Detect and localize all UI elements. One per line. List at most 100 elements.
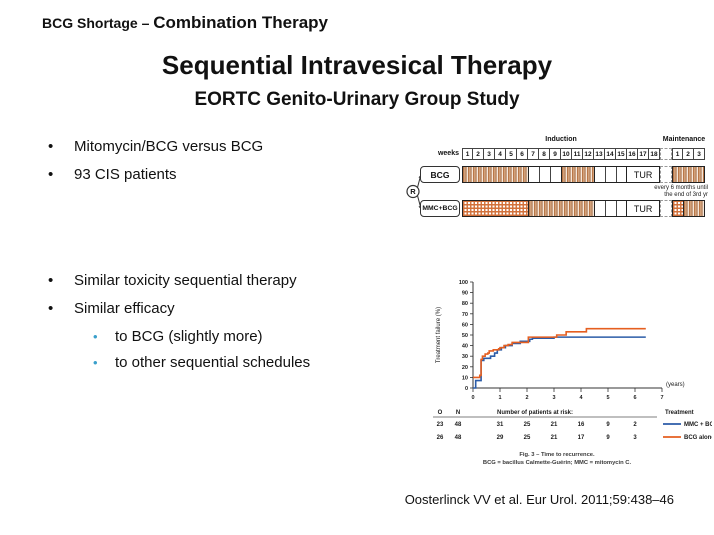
mmc-bcg-induction-bar: TUR bbox=[462, 200, 660, 217]
mmc-bcg-maintenance-bar bbox=[672, 200, 705, 217]
figure-caption-line2: BCG = bacillus Calmette-Guérin; MMC = mi… bbox=[483, 460, 632, 466]
at-risk-value: 31 bbox=[497, 422, 504, 428]
week-cell: 1 bbox=[462, 148, 473, 160]
x-tick-label: 4 bbox=[579, 395, 583, 401]
at-risk-treatment-header: Treatment bbox=[665, 410, 694, 416]
bullet-text: Similar toxicity sequential therapy bbox=[74, 272, 297, 289]
bar-segment-striped bbox=[528, 201, 594, 216]
x-tick-label: 5 bbox=[606, 395, 609, 401]
x-tick-label: 6 bbox=[633, 395, 636, 401]
x-tick-label: 3 bbox=[552, 395, 555, 401]
week-cell: 2 bbox=[473, 148, 484, 160]
at-risk-value: 25 bbox=[524, 435, 531, 441]
citation-text: Oosterlinck VV et al. Eur Urol. 2011;59:… bbox=[404, 492, 674, 507]
bullet-item: • Mitomycin/BCG versus BCG bbox=[48, 137, 263, 156]
bullet-list-bottom: • Similar toxicity sequential therapy • … bbox=[48, 271, 310, 379]
y-tick-label: 70 bbox=[462, 312, 468, 318]
at-risk-o-header: O bbox=[438, 410, 443, 416]
week-cell: 18 bbox=[649, 148, 660, 160]
week-cell: 1 bbox=[672, 148, 683, 160]
y-tick-label: 60 bbox=[462, 322, 468, 328]
week-cell: 4 bbox=[495, 148, 506, 160]
bullet-text: 93 CIS patients bbox=[74, 166, 177, 183]
legend-label: BCG alone bbox=[684, 435, 712, 441]
kicker-large-text: Combination Therapy bbox=[153, 13, 328, 32]
x-axis-title: (years) bbox=[666, 382, 685, 388]
page-title: Sequential Intravesical Therapy bbox=[161, 50, 553, 80]
week-cell: 9 bbox=[550, 148, 561, 160]
x-tick-label: 1 bbox=[498, 395, 501, 401]
series-line-mmc-bcg bbox=[473, 336, 646, 389]
weeks-gap bbox=[660, 148, 672, 160]
bar-segment-striped bbox=[463, 167, 529, 182]
sub-bullet-item: • to other sequential schedules bbox=[93, 353, 310, 372]
week-cell: 14 bbox=[605, 148, 616, 160]
arm-label-bcg: BCG bbox=[420, 166, 460, 183]
week-cell: 17 bbox=[638, 148, 649, 160]
bcg-maintenance-bar bbox=[672, 166, 705, 183]
kicker-small-text: BCG Shortage – bbox=[42, 15, 154, 31]
week-cell: 2 bbox=[683, 148, 694, 160]
at-risk-value: 16 bbox=[578, 422, 585, 428]
at-risk-value: 3 bbox=[633, 435, 637, 441]
sub-bullet-text: to BCG (slightly more) bbox=[115, 328, 263, 345]
bar-segment-empty bbox=[593, 167, 627, 182]
sub-bullet-icon: • bbox=[93, 355, 98, 370]
at-risk-value: 25 bbox=[524, 422, 531, 428]
bar-segment-striped bbox=[683, 201, 704, 216]
week-cell: 8 bbox=[539, 148, 550, 160]
at-risk-n-value: 48 bbox=[455, 422, 462, 428]
bullet-text: Similar efficacy bbox=[74, 300, 175, 317]
bar-segment-checkered bbox=[673, 201, 684, 216]
week-cell: 10 bbox=[561, 148, 572, 160]
at-risk-value: 9 bbox=[606, 422, 610, 428]
bullet-text: Mitomycin/BCG versus BCG bbox=[74, 138, 264, 155]
x-tick-label: 7 bbox=[660, 395, 663, 401]
bcg-induction-bar: TUR bbox=[462, 166, 660, 183]
week-cell: 15 bbox=[616, 148, 627, 160]
bullet-icon: • bbox=[48, 138, 54, 155]
svg-text:R: R bbox=[410, 187, 416, 196]
induction-weeks-row: 1 2 3 4 5 6 7 8 9 10 11 12 13 14 15 16 17 18 bbox=[462, 148, 660, 160]
y-tick-label: 40 bbox=[462, 344, 468, 350]
slide-kicker: BCG Shortage – Combination Therapy bbox=[42, 13, 328, 33]
at-risk-title: Number of patients at risk: bbox=[497, 410, 573, 416]
y-tick-label: 50 bbox=[462, 333, 468, 339]
week-cell: 11 bbox=[572, 148, 583, 160]
at-risk-value: 2 bbox=[633, 422, 637, 428]
bullet-item: • Similar toxicity sequential therapy bbox=[48, 271, 310, 290]
arm-label-mmc-bcg: MMC+BCG bbox=[420, 200, 460, 217]
maintenance-note: every 6 months until the end of 3rd yr bbox=[654, 185, 708, 198]
maintenance-label: Maintenance bbox=[662, 136, 706, 143]
bar-segment-tur: TUR bbox=[626, 167, 659, 182]
series-line-bcg-alone bbox=[473, 327, 646, 379]
at-risk-value: 9 bbox=[606, 435, 610, 441]
bar-segment-striped bbox=[560, 167, 594, 182]
bullet-icon: • bbox=[48, 272, 54, 289]
week-cell: 7 bbox=[528, 148, 539, 160]
at-risk-value: 21 bbox=[551, 435, 558, 441]
bar-segment-empty bbox=[593, 201, 627, 216]
y-axis-title: Treatment failure (%) bbox=[436, 307, 442, 363]
at-risk-value: 17 bbox=[578, 435, 585, 441]
page-subtitle: EORTC Genito-Urinary Group Study bbox=[194, 89, 520, 110]
at-risk-n-header: N bbox=[456, 410, 460, 416]
week-cell: 13 bbox=[594, 148, 605, 160]
week-cell: 5 bbox=[506, 148, 517, 160]
x-tick-label: 2 bbox=[525, 395, 528, 401]
bar-segment-striped bbox=[673, 167, 704, 182]
y-tick-label: 80 bbox=[462, 301, 468, 307]
bullet-item: • 93 CIS patients bbox=[48, 165, 263, 184]
week-cell: 3 bbox=[484, 148, 495, 160]
bar-segment-empty bbox=[528, 167, 561, 182]
sub-bullet-item: • to BCG (slightly more) bbox=[93, 327, 310, 346]
sub-bullet-icon: • bbox=[93, 329, 98, 344]
y-tick-label: 30 bbox=[462, 354, 468, 360]
bullet-list-top: • Mitomycin/BCG versus BCG • 93 CIS pati… bbox=[48, 137, 263, 193]
week-cell: 12 bbox=[583, 148, 594, 160]
weeks-label: weeks bbox=[437, 150, 459, 157]
y-tick-label: 90 bbox=[462, 291, 468, 297]
bullet-icon: • bbox=[48, 300, 54, 317]
